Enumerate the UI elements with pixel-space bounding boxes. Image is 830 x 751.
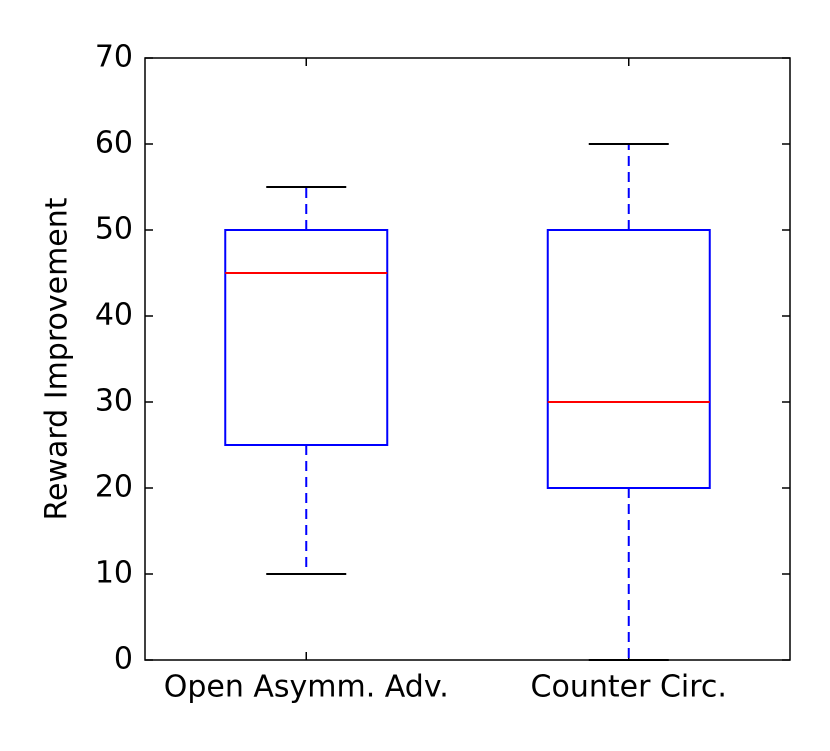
y-tick-label: 20 [95, 470, 133, 505]
y-tick-label: 50 [95, 212, 133, 247]
y-tick-label: 70 [95, 40, 133, 75]
y-axis-label: Reward Improvement [40, 197, 75, 520]
y-tick-label: 30 [95, 384, 133, 419]
y-tick-label: 10 [95, 556, 133, 591]
y-tick-label: 40 [95, 298, 133, 333]
y-tick-label: 0 [114, 642, 133, 677]
x-tick-label: Counter Circ. [531, 670, 727, 705]
x-tick-label: Open Asymm. Adv. [164, 670, 449, 705]
plot-frame [144, 57, 791, 661]
box [224, 229, 389, 446]
box [546, 229, 711, 489]
y-tick-label: 60 [95, 126, 133, 161]
